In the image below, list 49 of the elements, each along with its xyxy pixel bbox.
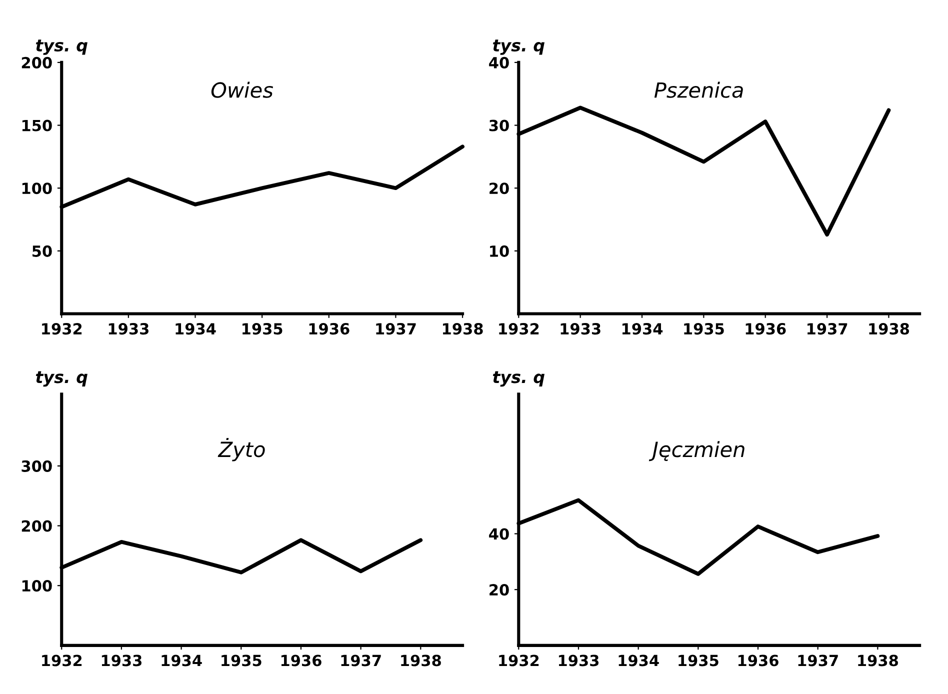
x-tick-label: 1937 xyxy=(798,654,838,666)
y-tick-label: 50 xyxy=(32,245,52,257)
x-tick-label: 1935 xyxy=(222,654,262,666)
x-tick-label: 1936 xyxy=(309,323,350,335)
x-tick-label: 1933 xyxy=(102,654,142,666)
y-tick-label: 20 xyxy=(490,584,509,596)
x-tick-label: 1936 xyxy=(738,654,778,666)
x-tick-label: 1932 xyxy=(42,323,82,335)
x-tick-label: 1933 xyxy=(560,323,600,335)
y-tick-label: 100 xyxy=(22,580,52,592)
y-tick-label: 10 xyxy=(490,245,509,257)
y-tick-label: 150 xyxy=(22,120,52,132)
y-tick-label: 30 xyxy=(489,120,509,132)
y-axis-title: tys. q xyxy=(492,40,544,55)
y-tick-label: 200 xyxy=(22,56,52,68)
x-tick-label: 1935 xyxy=(684,323,724,335)
x-tick-label: 1938 xyxy=(401,654,441,666)
y-axis-title: tys. q xyxy=(36,40,88,55)
x-tick-label: 1935 xyxy=(678,654,718,666)
x-tick-label: 1935 xyxy=(242,323,282,335)
y-axis-title: tys. q xyxy=(492,371,544,387)
text: Owies xyxy=(211,82,274,98)
x-tick-label: 1937 xyxy=(341,654,381,666)
x-tick-label: 1933 xyxy=(558,654,599,666)
y-tick-label: 100 xyxy=(22,182,52,194)
text: Jęczmien xyxy=(648,441,744,462)
x-tick-label: 1937 xyxy=(376,323,416,335)
x-tick-label: 1934 xyxy=(162,654,202,666)
x-tick-label: 1932 xyxy=(42,654,82,666)
x-tick-label: 1934 xyxy=(618,654,659,666)
x-tick-label: 1938 xyxy=(869,323,910,335)
x-tick-label: 1938 xyxy=(858,654,898,666)
y-tick-label: 300 xyxy=(22,460,52,472)
x-tick-label: 1937 xyxy=(808,323,848,335)
y-tick-label: 40 xyxy=(489,528,509,540)
text: Żyto xyxy=(218,438,265,462)
x-tick-label: 1936 xyxy=(281,654,322,666)
y-tick-label: 20 xyxy=(490,182,509,194)
x-tick-label: 1932 xyxy=(499,654,539,666)
x-tick-label: 1934 xyxy=(622,323,663,335)
x-tick-label: 1933 xyxy=(108,323,148,335)
y-tick-label: 200 xyxy=(22,520,52,532)
x-tick-label: 1932 xyxy=(499,323,539,335)
x-tick-label: 1938 xyxy=(442,323,483,335)
y-axis-title: tys. q xyxy=(36,371,88,387)
x-tick-label: 1936 xyxy=(746,323,786,335)
x-tick-label: 1934 xyxy=(176,323,216,335)
text: Pszenica xyxy=(654,82,743,98)
y-tick-label: 40 xyxy=(489,56,509,68)
